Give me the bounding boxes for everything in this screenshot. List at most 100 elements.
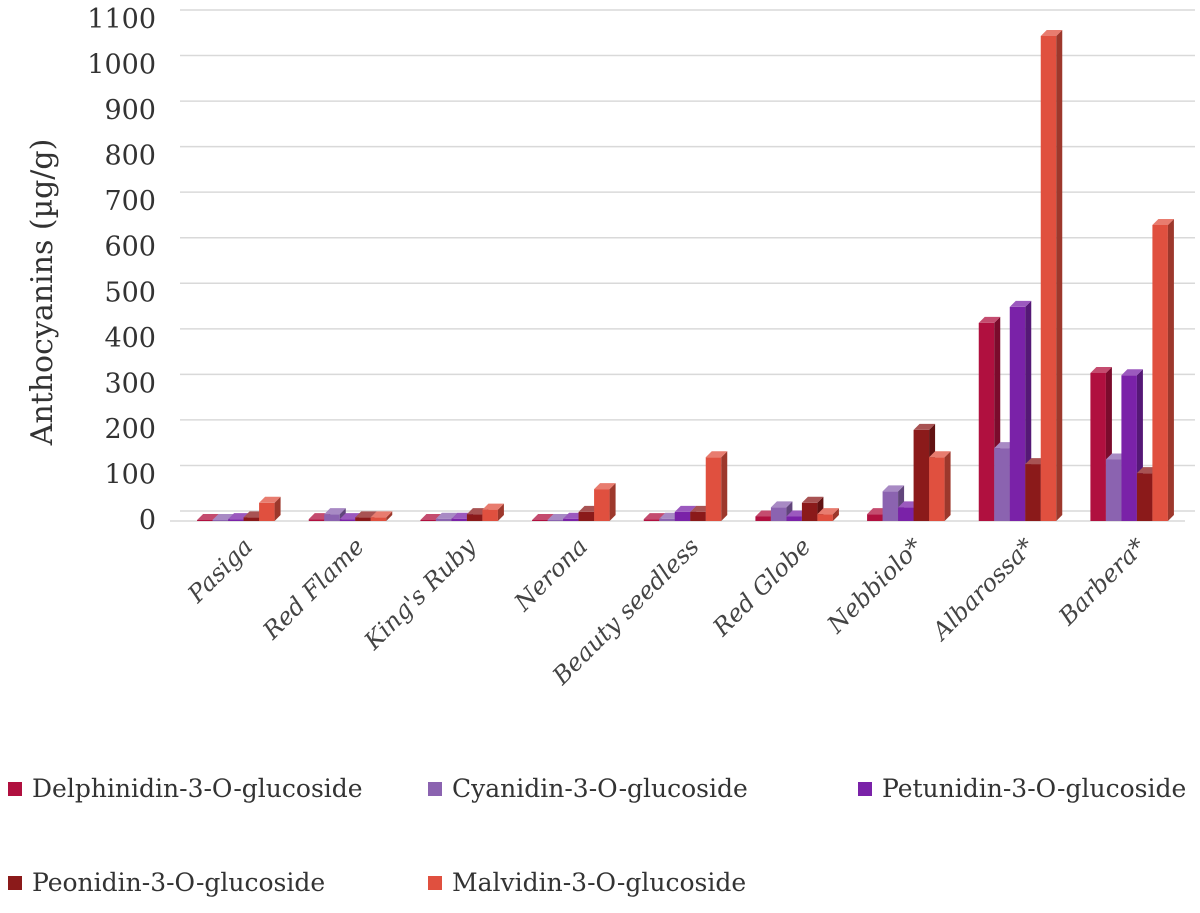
bar-front	[355, 517, 371, 521]
y-tick-label: 100	[104, 459, 156, 490]
bar-top	[978, 316, 1001, 323]
bar-top	[435, 512, 458, 519]
y-tick-label: 1100	[87, 4, 156, 35]
bar-top	[259, 496, 281, 503]
bar-front	[563, 518, 579, 521]
bar-top	[801, 496, 824, 503]
y-axis-title: Anthocyanins (µg/g)	[25, 139, 60, 447]
legend-swatch	[8, 875, 22, 890]
bar-top	[1090, 366, 1112, 373]
bar-side	[497, 503, 504, 521]
x-category-label: Red Flame	[257, 532, 370, 645]
legend-swatch	[8, 781, 22, 796]
bar-side	[386, 511, 393, 521]
y-tick-label: 400	[104, 323, 156, 354]
bar-top	[705, 451, 728, 458]
bar-front	[643, 519, 660, 521]
bar-top	[532, 514, 554, 520]
bar	[1040, 29, 1063, 521]
bar-top	[482, 503, 504, 510]
x-category-label: Nebbiolo*	[821, 532, 928, 639]
bar-front	[243, 517, 260, 521]
bar-top	[929, 451, 951, 458]
bar-front	[339, 519, 356, 521]
legend-item: Cyanidin-3-O-glucoside	[428, 774, 748, 803]
bar-front	[801, 502, 818, 521]
bar	[1152, 218, 1174, 522]
bar-top	[1121, 369, 1143, 376]
y-tick-label: 700	[104, 186, 156, 217]
y-tick-label: 300	[104, 368, 156, 399]
bar-top	[770, 501, 793, 508]
bar-front	[308, 519, 325, 521]
bar-front	[867, 514, 883, 521]
bar-front	[420, 520, 436, 521]
bar-front	[690, 511, 706, 521]
bar-top	[1009, 300, 1032, 307]
bar-front	[994, 448, 1010, 521]
bar-front	[259, 502, 275, 521]
y-tick-label: 600	[104, 232, 156, 263]
bar-side	[944, 451, 951, 521]
x-category-label: King's Ruby	[358, 532, 482, 656]
bar-front	[594, 489, 610, 521]
bar-front	[547, 520, 564, 521]
bar-front	[228, 519, 244, 521]
bar-front	[1025, 464, 1041, 521]
legend-item: Petunidin-3-O-glucoside	[858, 774, 1186, 803]
bar	[594, 483, 616, 521]
bar	[370, 511, 393, 521]
y-tick-label: 500	[104, 277, 156, 308]
bar-top	[324, 508, 346, 515]
bar-front	[324, 514, 340, 521]
bar-side	[274, 496, 281, 521]
legend-label: Petunidin-3-O-glucoside	[882, 774, 1187, 803]
y-tick-label: 1000	[87, 50, 156, 81]
x-category-label: Pasiga	[182, 532, 258, 608]
chart-legend: Delphinidin-3-O-glucoside Cyanidin-3-O-gl…	[0, 760, 1200, 910]
bar-front	[978, 322, 995, 521]
bar-front	[817, 514, 833, 521]
y-tick-label: 0	[139, 505, 156, 536]
bar	[482, 503, 504, 521]
bar-side	[832, 508, 839, 521]
bar-top	[1040, 29, 1063, 36]
bar-front	[435, 518, 452, 521]
bar-top	[594, 483, 616, 490]
legend-label: Peonidin-3-O-glucoside	[32, 868, 326, 897]
x-category-label: Red Globe	[707, 532, 817, 642]
bar-front	[786, 516, 802, 521]
bar-side	[721, 451, 728, 521]
legend-item: Peonidin-3-O-glucoside	[8, 868, 325, 897]
bar-front	[1121, 375, 1137, 521]
bar-side	[1056, 29, 1063, 521]
bar-front	[482, 509, 498, 521]
bar-front	[532, 520, 548, 521]
bar	[259, 496, 281, 521]
bar-front	[913, 429, 930, 521]
bar-front	[770, 507, 787, 521]
bar-front	[659, 518, 675, 521]
legend-swatch	[858, 781, 872, 796]
bar-top	[370, 511, 393, 518]
bar-front	[578, 511, 595, 521]
bars	[197, 29, 1174, 522]
bar-front	[1090, 372, 1106, 521]
bar-top	[882, 485, 905, 492]
bar-front	[212, 520, 229, 521]
bar	[705, 451, 728, 521]
bar	[929, 451, 951, 521]
bar-front	[755, 516, 771, 521]
bar-top	[1152, 218, 1174, 225]
bar-top	[643, 513, 666, 520]
bar-front	[1136, 473, 1153, 521]
bar-front	[1009, 306, 1026, 521]
bar-front	[898, 507, 914, 521]
bar-top	[212, 514, 235, 520]
bar-side	[1167, 218, 1174, 522]
bar-front	[882, 491, 899, 521]
bar-side	[609, 483, 616, 521]
bar-top	[674, 505, 697, 512]
